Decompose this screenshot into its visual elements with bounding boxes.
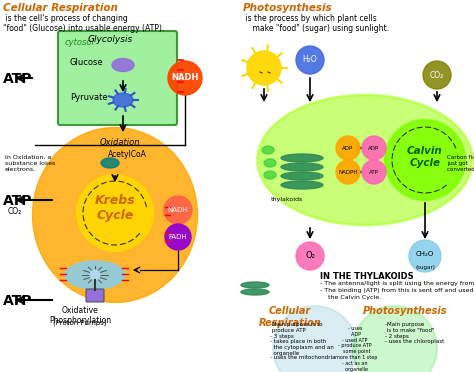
Text: H₂O: H₂O [302,55,318,64]
Ellipse shape [262,146,274,154]
Text: - 2 steps: - 2 steps [385,334,409,339]
Ellipse shape [112,58,134,71]
Text: - The binding (ATP) from this is sent off and used to power: - The binding (ATP) from this is sent of… [320,288,474,293]
Ellipse shape [101,158,119,168]
FancyBboxPatch shape [86,289,104,302]
Text: Oxidative
Phosphorylation: Oxidative Phosphorylation [49,306,111,326]
Ellipse shape [257,95,473,225]
Ellipse shape [33,128,198,302]
Text: FADH: FADH [169,234,187,240]
Text: Glucose: Glucose [70,58,104,67]
Text: Oxidation: Oxidation [100,138,140,147]
Circle shape [353,306,437,372]
Text: NADPH: NADPH [338,170,358,174]
Ellipse shape [264,159,276,167]
Text: NADH: NADH [168,207,188,213]
Text: - 3 steps: - 3 steps [270,334,294,339]
Text: Cellular Respiration: Cellular Respiration [3,3,118,13]
Text: Cellular
Respiration: Cellular Respiration [258,306,321,328]
Text: CH₂O: CH₂O [416,251,434,257]
FancyBboxPatch shape [58,31,177,125]
Text: (sugar): (sugar) [415,265,435,270]
Text: ADP: ADP [368,145,380,151]
Text: Calvin
Cycle: Calvin Cycle [407,146,443,168]
Circle shape [90,270,100,280]
Circle shape [247,51,281,85]
Circle shape [165,224,191,250]
Text: Photosynthesis: Photosynthesis [363,306,447,316]
Text: -Main purpose
 is to make "food": -Main purpose is to make "food" [385,322,435,333]
Text: O₂: O₂ [305,251,315,260]
Text: Glycolysis: Glycolysis [87,35,133,44]
Text: ATP: ATP [3,72,33,86]
Ellipse shape [281,163,323,171]
Ellipse shape [65,261,125,289]
Circle shape [336,136,360,160]
Text: IN THE THYLAKOIDS: IN THE THYLAKOIDS [320,272,414,281]
Circle shape [362,160,386,184]
Ellipse shape [113,93,133,107]
Text: Photosynthesis: Photosynthesis [243,3,333,13]
Text: - uses
  ADP
- used ATP
- produce ATP
  some point
  more than 1 step
- act as a: - uses ADP - used ATP - produce ATP some… [332,326,378,372]
Text: CO₂: CO₂ [8,207,22,216]
Circle shape [362,136,386,160]
Text: the Calvin Cycle.: the Calvin Cycle. [328,295,381,300]
Circle shape [296,46,324,74]
Ellipse shape [241,289,269,295]
Ellipse shape [281,154,323,162]
Circle shape [423,61,451,89]
Circle shape [273,306,357,372]
Circle shape [164,196,192,224]
Text: - uses the chloroplast: - uses the chloroplast [385,339,444,344]
Circle shape [168,61,202,95]
Circle shape [409,240,441,272]
Text: is the cell's process of changing
"food" (Glucose) into usable energy (ATP).: is the cell's process of changing "food"… [3,14,164,33]
Text: ATP: ATP [369,170,379,174]
Text: ATP: ATP [3,194,33,208]
Text: ATP: ATP [3,294,33,308]
Text: - takes place in both
  the cytoplasm and an
  organelle: - takes place in both the cytoplasm and … [270,339,334,356]
Text: NADH: NADH [171,74,199,83]
Text: - The antenna/light is split using the energy from the sunlight.: - The antenna/light is split using the e… [320,281,474,286]
Ellipse shape [281,181,323,189]
Ellipse shape [241,282,269,288]
Text: -Main purpose is to
 produce ATP: -Main purpose is to produce ATP [270,322,323,333]
Text: cytosol: cytosol [65,38,95,47]
Text: Pyruvate: Pyruvate [70,93,108,102]
Text: thylakoids: thylakoids [271,197,303,202]
Text: - uses the mitochondria: - uses the mitochondria [270,355,336,360]
Ellipse shape [264,171,276,179]
Ellipse shape [281,172,323,180]
Circle shape [385,120,465,200]
Text: In Oxidation, a
substance loses
electrons.: In Oxidation, a substance loses electron… [5,155,55,171]
Circle shape [336,160,360,184]
Text: Krebs
Cycle: Krebs Cycle [95,194,136,222]
Text: CO₂: CO₂ [430,71,444,80]
Circle shape [77,175,153,251]
Text: is the process by which plant cells
    make "food" (sugar) using sunlight.: is the process by which plant cells make… [243,14,389,33]
Text: (Proton Pumps): (Proton Pumps) [53,320,107,327]
Text: AcetylCoA: AcetylCoA [108,150,147,159]
Text: Carbon fixation:
just got
converted to sugar: Carbon fixation: just got converted to s… [447,155,474,171]
Circle shape [296,242,324,270]
Text: ADP: ADP [342,145,354,151]
